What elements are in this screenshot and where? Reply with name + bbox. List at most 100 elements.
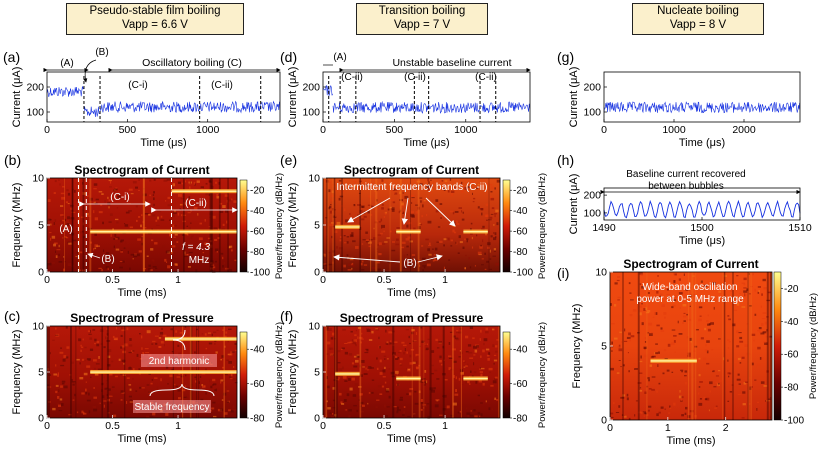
heatmap-cell [495, 235, 497, 239]
heatmap-cell [472, 201, 475, 203]
heatmap-cell [381, 224, 385, 228]
heatmap-cell [443, 359, 445, 361]
y-tick-label: 10 [308, 321, 320, 333]
heatmap-cell [756, 365, 758, 369]
heatmap-cell [116, 221, 119, 224]
heatmap-cell [141, 237, 145, 239]
heatmap-cell [420, 326, 423, 329]
heatmap-cell [409, 388, 414, 390]
heatmap-stripe [78, 178, 80, 272]
heatmap-cell [129, 344, 133, 347]
heatmap-cell [401, 210, 403, 214]
panel-letter: (a) [3, 49, 20, 65]
region-B-arrow [87, 252, 101, 259]
heatmap-cell [473, 345, 477, 349]
heatmap-cell [482, 239, 484, 243]
heatmap-cell [477, 251, 482, 255]
heatmap-cell [667, 343, 671, 347]
heatmap-cell [185, 180, 187, 183]
heatmap-cell [442, 345, 445, 349]
heatmap-cell [658, 363, 662, 367]
heatmap-cell [741, 306, 746, 308]
heatmap-cell [759, 331, 762, 333]
heatmap-cell [361, 206, 364, 208]
heatmap-cell [223, 262, 226, 265]
frequency-band-core [171, 190, 237, 192]
heatmap-cell [218, 181, 221, 185]
heatmap-cell [392, 344, 395, 346]
heatmap-cell [82, 182, 84, 185]
heatmap-cell [622, 394, 626, 397]
heatmap-cell [361, 395, 364, 398]
heatmap-cell [494, 376, 498, 379]
heatmap-cell [745, 381, 748, 383]
heatmap-cell [421, 215, 424, 218]
wideband-note: power at 0-5 MHz range [636, 294, 744, 305]
heatmap-cell [327, 189, 331, 193]
heatmap-cell [686, 313, 688, 316]
heatmap-stripe [375, 178, 378, 272]
heatmap-cell [351, 264, 355, 267]
heatmap-cell [356, 354, 360, 356]
heatmap-cell [149, 269, 153, 272]
heatmap-cell [431, 364, 434, 367]
heatmap-cell [222, 329, 224, 331]
heatmap-cell [82, 411, 85, 415]
colorbar-tick-label: -100 [513, 268, 533, 279]
heatmap-cell [169, 233, 173, 237]
heatmap-cell [62, 358, 66, 362]
heatmap-cell [86, 195, 89, 197]
heatmap-cell [197, 388, 201, 391]
heatmap-cell [213, 383, 217, 386]
heatmap-cell [325, 326, 329, 329]
heatmap-cell [110, 180, 112, 184]
heatmap-cell [415, 332, 418, 335]
x-tick-label: 500 [386, 124, 404, 136]
heatmap-cell [344, 343, 348, 344]
heatmap-cell [465, 238, 469, 241]
heatmap-cell [478, 208, 480, 210]
heatmap-stripe [748, 272, 750, 420]
heatmap-cell [489, 258, 492, 260]
heatmap-cell [436, 347, 440, 349]
region-Ci-label: (C-i) [110, 192, 129, 203]
y-tick-label: 5 [38, 220, 44, 232]
x-tick-label: 0.5 [105, 274, 120, 286]
heatmap-cell [651, 355, 656, 358]
heatmap-cell [328, 207, 331, 210]
heatmap-cell [420, 402, 424, 404]
heatmap-cell [353, 181, 357, 183]
region-B-arrow [417, 254, 443, 263]
heatmap-cell [101, 382, 104, 386]
heatmap-cell [332, 225, 335, 228]
heatmap-cell [660, 330, 665, 332]
heatmap-cell [232, 405, 235, 408]
heatmap-cell [493, 359, 498, 362]
heatmap-cell [335, 189, 338, 191]
heatmap-cell [464, 360, 466, 363]
heatmap-cell [749, 305, 752, 307]
heatmap-cell [51, 235, 56, 239]
heatmap-cell [138, 216, 141, 218]
heatmap-cell [623, 340, 628, 342]
heatmap-cell [345, 219, 349, 223]
heatmap-cell [731, 384, 734, 386]
heatmap-cell [223, 380, 225, 382]
heatmap-cell [204, 242, 208, 246]
heatmap-cell [742, 391, 746, 394]
heatmap-cell [411, 331, 414, 335]
header-condition: Vapp = 7 V [393, 19, 451, 31]
heatmap-cell [376, 199, 378, 202]
heatmap-cell [476, 187, 479, 189]
heatmap-cell [68, 242, 72, 245]
heatmap-cell [487, 242, 491, 246]
heatmap-cell [120, 240, 123, 243]
heatmap-cell [51, 237, 54, 241]
heatmap-cell [624, 328, 626, 332]
heatmap-cell [326, 385, 330, 389]
heatmap-cell [213, 415, 217, 418]
heatmap-cell [709, 300, 712, 302]
heatmap-cell [473, 371, 477, 374]
heatmap-cell [419, 264, 421, 267]
heatmap-cell [349, 256, 352, 260]
